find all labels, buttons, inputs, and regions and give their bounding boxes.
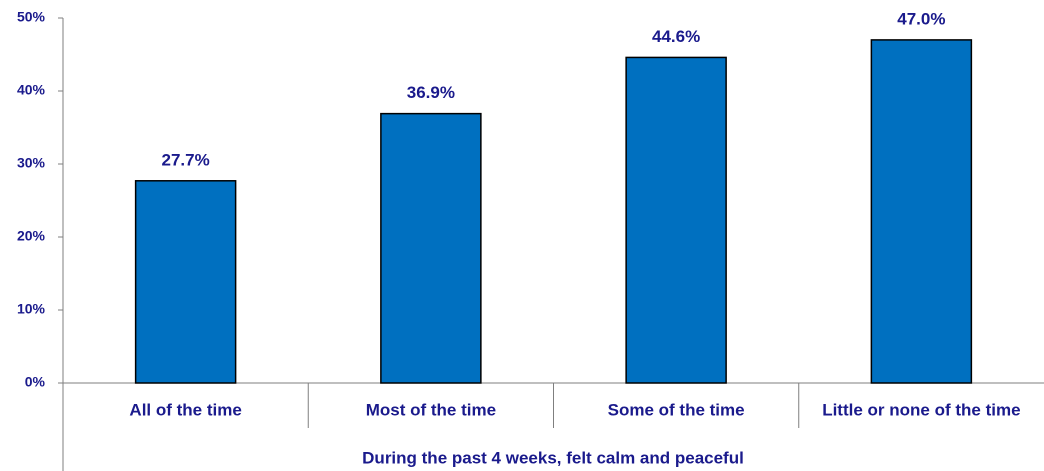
bar (380, 112, 482, 384)
bar (134, 180, 237, 384)
y-tick-label: 50% (17, 9, 46, 25)
value-label: 44.6% (652, 27, 700, 46)
y-tick-label: 20% (17, 228, 46, 244)
y-tick-label: 40% (17, 82, 46, 98)
x-axis-label: During the past 4 weeks, felt calm and p… (362, 448, 744, 467)
y-tick-label: 30% (17, 155, 46, 171)
value-label: 27.7% (162, 150, 210, 169)
x-tick-label: Little or none of the time (822, 400, 1020, 419)
x-tick-label: Some of the time (608, 400, 745, 419)
y-tick-label: 10% (17, 301, 46, 317)
bar (625, 56, 727, 384)
value-label: 47.0% (897, 9, 945, 28)
x-tick-label: All of the time (129, 400, 241, 419)
x-tick-label: Most of the time (366, 400, 496, 419)
y-tick-label: 0% (25, 374, 46, 390)
bar (870, 39, 973, 384)
value-label: 36.9% (407, 83, 455, 102)
